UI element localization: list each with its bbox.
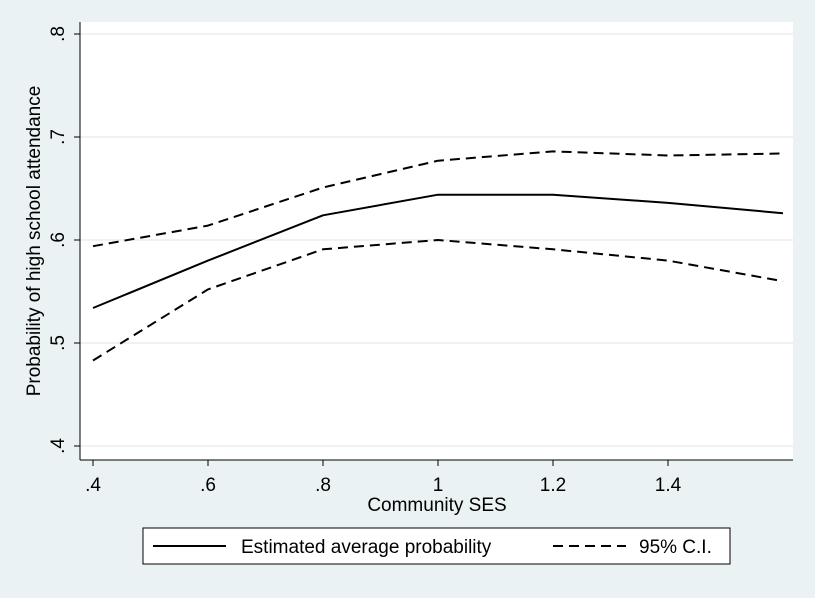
x-tick-label: 1.4 [655, 475, 682, 496]
x-tick-label: 1.2 [540, 475, 566, 496]
legend-label-estimate: Estimated average probability [241, 537, 492, 558]
y-tick-label: .8 [48, 26, 69, 42]
x-axis-label: Community SES [367, 495, 506, 516]
axes: .4 .5 .6 .7 .8 .4 .6 .8 1 1.2 1.4 [48, 22, 793, 496]
x-tick-label: 1 [433, 475, 444, 496]
y-axis-label: Probability of high school attendance [24, 86, 45, 397]
y-tick-label: .5 [48, 335, 69, 351]
ci-upper-line [92, 150, 784, 248]
y-tick-label: .7 [48, 129, 69, 145]
ci-lower-line [92, 239, 784, 362]
x-tick-label: .8 [315, 475, 331, 496]
y-tick-label: .4 [48, 438, 69, 454]
legend-label-ci: 95% C.I. [639, 537, 712, 558]
x-tick-label: .6 [200, 475, 216, 496]
series-lines [92, 150, 784, 362]
legend: Estimated average probability 95% C.I. [142, 527, 731, 565]
x-tick-label: .4 [85, 475, 101, 496]
estimate-line [92, 193, 784, 309]
y-tick-label: .6 [48, 232, 69, 248]
legend-box [142, 527, 731, 565]
